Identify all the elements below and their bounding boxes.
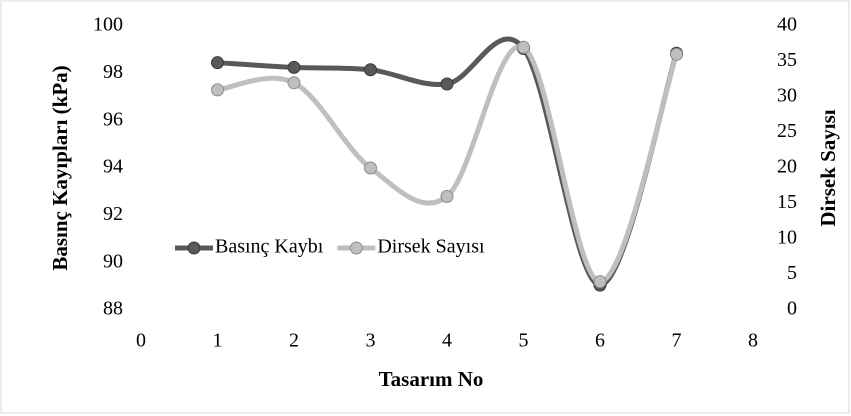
y2-tick-label: 40: [777, 14, 797, 36]
y-tick-label: 98: [103, 61, 123, 83]
y2-tick-label: 15: [777, 191, 797, 213]
series-marker: [517, 40, 530, 54]
y-tick-label: 88: [103, 298, 123, 320]
series-marker: [211, 83, 224, 97]
x-tick-label: 8: [748, 330, 758, 352]
y2-tick-label: 30: [777, 85, 797, 107]
x-axis-title: Tasarım No: [379, 367, 484, 391]
series-marker: [287, 76, 301, 90]
legend: Basınç Kaybı Dirsek Sayısı: [175, 236, 485, 258]
y-tick-label: 96: [103, 108, 123, 130]
y2-axis-title: Dirsek Sayısı: [816, 109, 840, 226]
x-tick-label: 6: [595, 330, 605, 352]
x-tick-label: 5: [519, 330, 529, 352]
legend-marker: [187, 241, 201, 255]
legend-label: Basınç Kaybı: [215, 236, 324, 258]
y2-tick-label: 20: [777, 156, 797, 178]
x-tick-label: 4: [442, 330, 452, 352]
x-tick-label: 3: [366, 330, 376, 352]
series-marker: [440, 189, 454, 203]
series-marker: [440, 77, 454, 91]
series-marker: [364, 63, 377, 77]
y-tick-label: 92: [103, 203, 123, 225]
series-marker: [364, 161, 377, 175]
y2-tick-label: 0: [787, 298, 797, 320]
y2-tick-label: 25: [777, 120, 797, 142]
x-tick-label: 2: [289, 330, 299, 352]
series-marker: [670, 47, 683, 61]
y-axis-title: Basınç Kayıpları (kPa): [48, 65, 72, 270]
x-tick-label: 1: [213, 330, 223, 352]
legend-marker: [349, 241, 363, 255]
y2-tick-label: 10: [777, 227, 797, 249]
y-tick-label: 94: [103, 156, 123, 178]
x-tick-label: 7: [672, 330, 682, 352]
series-marker: [593, 275, 607, 289]
y-tick-label: 100: [93, 14, 123, 36]
y2-tick-label: 5: [787, 262, 797, 284]
series-marker: [287, 60, 301, 74]
x-tick-label: 0: [136, 330, 146, 352]
series-line: [217, 43, 679, 285]
y-tick-label: 90: [103, 250, 123, 272]
y2-tick-label: 35: [777, 49, 797, 71]
series-marker: [211, 56, 224, 70]
legend-label: Dirsek Sayısı: [377, 236, 485, 258]
